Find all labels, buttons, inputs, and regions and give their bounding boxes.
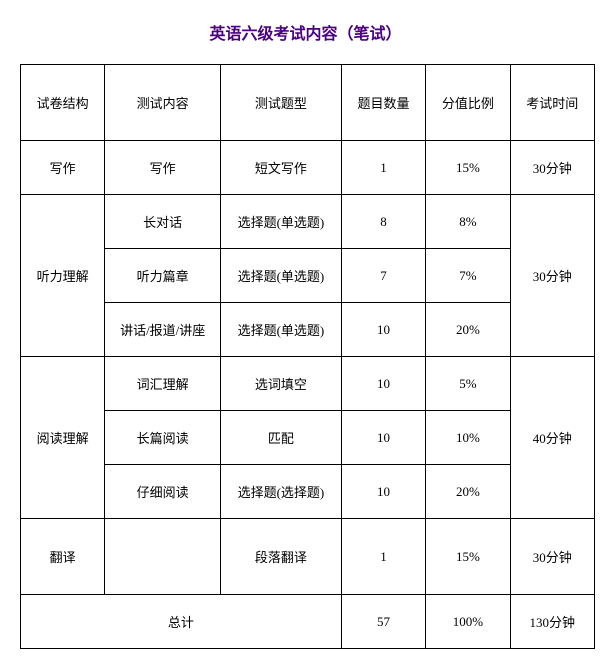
reading-type-2: 匹配 [221,411,342,465]
header-content: 测试内容 [105,65,221,141]
header-structure: 试卷结构 [21,65,105,141]
listening-content-3: 讲话/报道/讲座 [105,303,221,357]
total-percent: 100% [426,595,510,649]
reading-count-2: 10 [341,411,425,465]
listening-time: 30分钟 [510,195,594,357]
reading-content-1: 词汇理解 [105,357,221,411]
listening-type-3: 选择题(单选题) [221,303,342,357]
writing-section: 写作 [21,141,105,195]
reading-type-3: 选择题(选择题) [221,465,342,519]
total-label: 总计 [21,595,342,649]
translation-row: 翻译 段落翻译 1 15% 30分钟 [21,519,595,595]
translation-section: 翻译 [21,519,105,595]
reading-row-2: 长篇阅读 匹配 10 10% [21,411,595,465]
writing-row: 写作 写作 短文写作 1 15% 30分钟 [21,141,595,195]
listening-type-2: 选择题(单选题) [221,249,342,303]
header-percent: 分值比例 [426,65,510,141]
reading-section: 阅读理解 [21,357,105,519]
exam-table: 试卷结构 测试内容 测试题型 题目数量 分值比例 考试时间 写作 写作 短文写作… [20,64,595,649]
listening-content-1: 长对话 [105,195,221,249]
translation-percent: 15% [426,519,510,595]
reading-percent-1: 5% [426,357,510,411]
reading-percent-3: 20% [426,465,510,519]
reading-time: 40分钟 [510,357,594,519]
reading-type-1: 选词填空 [221,357,342,411]
listening-row-1: 听力理解 长对话 选择题(单选题) 8 8% 30分钟 [21,195,595,249]
reading-content-2: 长篇阅读 [105,411,221,465]
header-row: 试卷结构 测试内容 测试题型 题目数量 分值比例 考试时间 [21,65,595,141]
header-time: 考试时间 [510,65,594,141]
writing-count: 1 [341,141,425,195]
reading-percent-2: 10% [426,411,510,465]
listening-section: 听力理解 [21,195,105,357]
writing-content: 写作 [105,141,221,195]
listening-row-3: 讲话/报道/讲座 选择题(单选题) 10 20% [21,303,595,357]
reading-row-1: 阅读理解 词汇理解 选词填空 10 5% 40分钟 [21,357,595,411]
listening-content-2: 听力篇章 [105,249,221,303]
listening-percent-2: 7% [426,249,510,303]
listening-count-1: 8 [341,195,425,249]
listening-count-3: 10 [341,303,425,357]
page-title: 英语六级考试内容（笔试） [20,20,591,44]
writing-percent: 15% [426,141,510,195]
translation-time: 30分钟 [510,519,594,595]
total-time: 130分钟 [510,595,594,649]
translation-type: 段落翻译 [221,519,342,595]
header-count: 题目数量 [341,65,425,141]
header-type: 测试题型 [221,65,342,141]
listening-row-2: 听力篇章 选择题(单选题) 7 7% [21,249,595,303]
reading-count-1: 10 [341,357,425,411]
listening-percent-3: 20% [426,303,510,357]
total-row: 总计 57 100% 130分钟 [21,595,595,649]
translation-count: 1 [341,519,425,595]
reading-row-3: 仔细阅读 选择题(选择题) 10 20% [21,465,595,519]
reading-content-3: 仔细阅读 [105,465,221,519]
listening-percent-1: 8% [426,195,510,249]
listening-type-1: 选择题(单选题) [221,195,342,249]
listening-count-2: 7 [341,249,425,303]
reading-count-3: 10 [341,465,425,519]
translation-content [105,519,221,595]
total-count: 57 [341,595,425,649]
writing-time: 30分钟 [510,141,594,195]
writing-type: 短文写作 [221,141,342,195]
